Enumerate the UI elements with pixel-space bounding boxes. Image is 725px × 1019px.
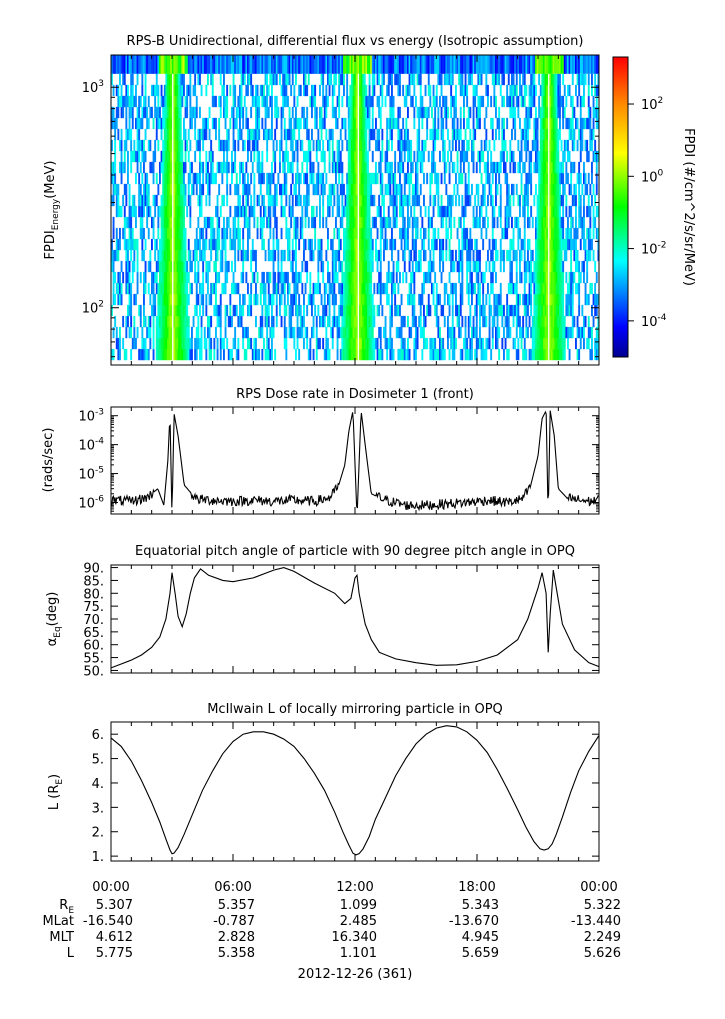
pitch-angle-panel: Equatorial pitch angle of particle with … <box>45 544 600 679</box>
y-tick-label: 5. <box>92 753 104 768</box>
ephemeris-value: 16.340 <box>332 930 378 945</box>
time-tick-label: 00:00 <box>92 880 129 895</box>
ephemeris-value: -0.787 <box>213 914 255 929</box>
y-tick-label: 102 <box>82 300 104 317</box>
ephemeris-table: RE 5.307 5.357 1.099 5.343 5.322 MLat -16.540 -0… <box>42 898 621 961</box>
dose-rate-title: RPS Dose rate in Dosimeter 1 (front) <box>236 387 474 402</box>
y-tick-label: 10-5 <box>78 466 104 483</box>
mcilwain-l-plot: 1. 2. 3. 4. 5. 6. <box>92 722 600 865</box>
spectrogram-title: RPS-B Unidirectional, differential flux … <box>127 34 584 49</box>
dose-rate-line <box>110 410 599 512</box>
ephemeris-value: 2.828 <box>218 930 255 945</box>
colorbar <box>613 57 628 357</box>
date-label: 2012-12-26 (361) <box>298 967 413 982</box>
y-tick-label: 10-4 <box>78 437 104 454</box>
colorbar-tick-label: 102 <box>641 96 663 113</box>
pitch-angle-title: Equatorial pitch angle of particle with … <box>135 544 575 559</box>
spectrogram-cells <box>111 55 600 361</box>
ephemeris-value: 5.659 <box>462 946 499 961</box>
spectrogram-y-label: FPDIEnergy(MeV) <box>43 161 61 260</box>
y-tick-label: 85. <box>83 574 104 589</box>
ephemeris-value: -16.540 <box>83 914 133 929</box>
colorbar-frame <box>612 56 629 358</box>
time-tick-label: 00:00 <box>580 880 617 895</box>
y-tick-label: 70. <box>83 613 104 628</box>
mcilwain-l-frame <box>110 721 600 862</box>
y-tick-label: 60. <box>83 639 104 654</box>
colorbar-ticks: 10-4 10-2 100 102 <box>628 96 667 330</box>
y-tick-label: 75. <box>83 600 104 615</box>
y-tick-label: 90. <box>83 562 104 577</box>
dose-rate-plot: 10-6 10-5 10-4 10-3 <box>78 406 600 515</box>
y-tick-label: 103 <box>82 79 104 96</box>
ephemeris-value: 5.626 <box>584 946 621 961</box>
y-tick-label: 2. <box>92 826 104 841</box>
ephemeris-row-label: MLat <box>42 914 74 929</box>
time-tick-label: 18:00 <box>458 880 495 895</box>
pitch-angle-plot: 50.55.60.65.70.75.80.85.90. <box>83 562 600 679</box>
y-tick-label: 50. <box>83 664 104 679</box>
dose-rate-panel: RPS Dose rate in Dosimeter 1 (front) 10-… <box>41 387 600 515</box>
y-tick-label: 1. <box>92 850 104 865</box>
y-tick-label: 10-3 <box>78 408 104 425</box>
time-axis-labels: 00:00 06:00 12:00 18:00 00:00 <box>92 880 617 895</box>
time-tick-label: 06:00 <box>214 880 251 895</box>
dose-rate-y-label: (rads/sec) <box>41 428 56 493</box>
spectrogram-x-ticks <box>110 55 600 365</box>
pitch-angle-y-label: αEq(deg) <box>45 592 63 647</box>
y-tick-label: 10-6 <box>78 494 104 511</box>
ephemeris-value: 2.249 <box>584 930 621 945</box>
ephemeris-value: 5.343 <box>462 898 499 913</box>
spectrogram-y-ticks: 102 103 <box>82 79 599 358</box>
y-tick-label: 4. <box>92 777 104 792</box>
ephemeris-row-label: L <box>67 946 75 961</box>
time-tick-label: 12:00 <box>336 880 373 895</box>
y-tick-label: 65. <box>83 626 104 641</box>
ephemeris-row-label: MLT <box>49 930 74 945</box>
mcilwain-l-panel: McIlwain L of locally mirroring particle… <box>47 702 600 865</box>
ephemeris-row-label: RE <box>59 898 74 916</box>
data-line <box>110 725 600 856</box>
y-tick-label: 6. <box>92 728 104 743</box>
ephemeris-value: 5.358 <box>218 946 255 961</box>
ephemeris-value: 2.485 <box>340 914 377 929</box>
mcilwain-l-title: McIlwain L of locally mirroring particle… <box>207 702 503 717</box>
ephemeris-value: 1.101 <box>340 946 377 961</box>
colorbar-label: FPDI (#/cm^2/s/sr/MeV) <box>681 128 696 286</box>
ephemeris-value: 4.612 <box>96 930 133 945</box>
colorbar-tick-label: 10-2 <box>641 241 667 258</box>
mcilwain-l-y-label: L (RE) <box>47 774 65 810</box>
ephemeris-value: 5.307 <box>96 898 133 913</box>
ephemeris-value: 5.357 <box>218 898 255 913</box>
colorbar-tick-label: 10-4 <box>641 313 667 330</box>
ephemeris-value: 1.099 <box>340 898 377 913</box>
ephemeris-value: 4.945 <box>462 930 499 945</box>
ephemeris-value: -13.670 <box>449 914 499 929</box>
colorbar-tick-label: 100 <box>641 168 664 185</box>
data-line <box>110 567 600 669</box>
y-tick-label: 3. <box>92 801 104 816</box>
y-tick-label: 55. <box>83 652 104 667</box>
ephemeris-value: 5.775 <box>96 946 133 961</box>
ephemeris-value: -13.440 <box>571 914 621 929</box>
y-tick-label: 80. <box>83 587 104 602</box>
ephemeris-value: 5.322 <box>584 898 621 913</box>
spectrogram-panel: RPS-B Unidirectional, differential flux … <box>43 34 696 366</box>
